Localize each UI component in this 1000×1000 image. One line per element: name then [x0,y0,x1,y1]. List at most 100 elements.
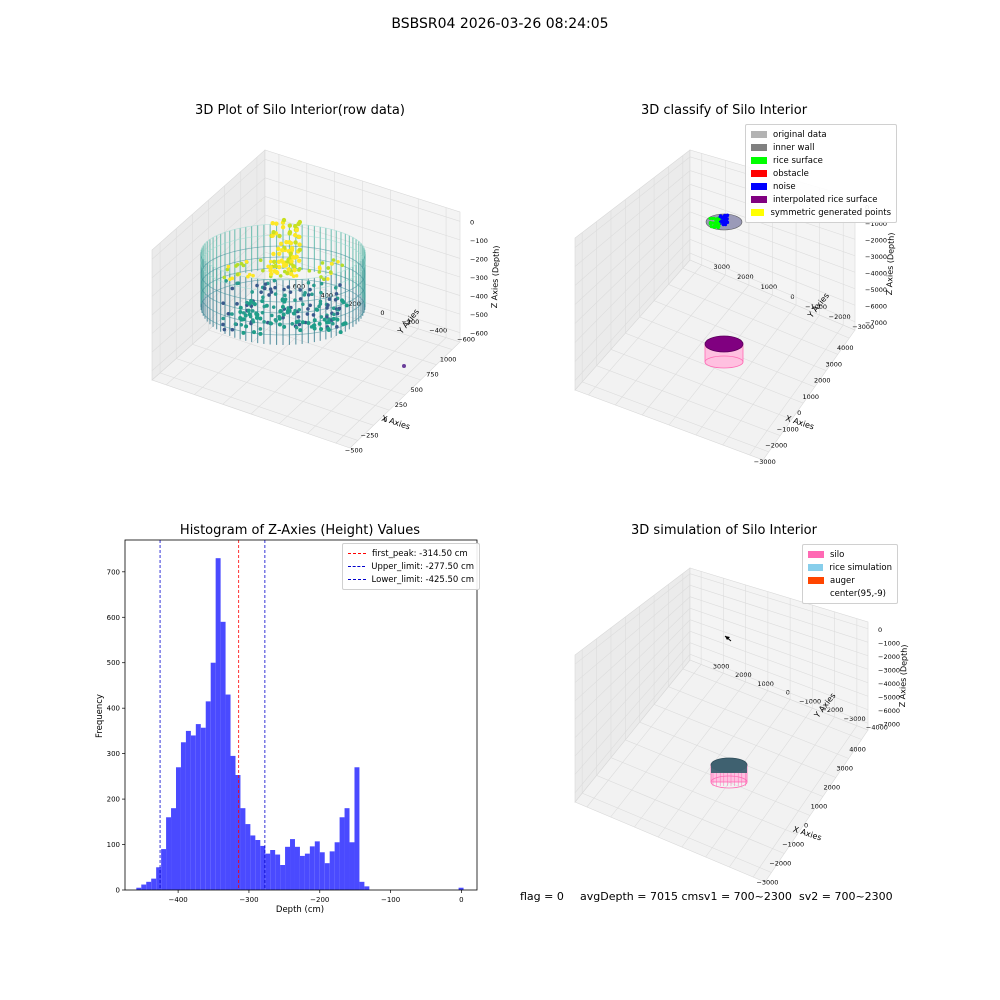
histogram-bar [225,694,231,890]
data-point [222,275,227,280]
status-avg-depth: avgDepth = 7015 cmsv1 = 700~2300 [580,890,792,903]
legend-line-sample [348,566,366,567]
y-tick-label: 0 [786,689,790,697]
legend-line-sample [348,579,366,580]
histogram-bar [200,727,206,890]
peak-point [276,246,281,251]
data-point [250,309,255,313]
peak-point [284,262,289,268]
data-point [230,327,235,332]
deep-point [277,322,282,327]
z-axis-label: Z Axies (Depth) [898,644,909,707]
histogram-bar [136,887,142,890]
legend-swatch [751,183,767,190]
histogram-bar [319,852,325,890]
data-point [331,321,335,326]
x-tick-label: −250 [361,431,379,439]
panel2-title: 3D classify of Silo Interior [640,103,808,118]
y-tick-label: 300 [107,750,120,758]
z-tick-label: −3000 [878,666,900,674]
legend-label: first_peak: -314.50 cm [372,548,468,559]
peak-point [280,224,286,230]
data-point [222,327,227,332]
x-tick-label: 2000 [814,377,831,385]
x-gridline [159,242,358,441]
data-point [325,306,329,310]
x-gridline [653,595,836,778]
z-gridline [574,596,869,702]
z-gridline [574,630,869,757]
data-point [263,282,268,286]
z-gridline [151,214,461,316]
silo-ring [200,234,366,292]
y-tick-label: 3000 [714,263,731,271]
data-point [319,275,323,279]
y-tick-label: −600 [457,336,475,344]
z-gridline [151,270,461,371]
deep-point [341,300,346,305]
data-point [306,280,311,285]
legend-swatch [751,196,767,203]
deep-point [243,313,248,318]
z-gridline [574,225,856,343]
data-point [235,281,239,286]
data-point [326,266,331,270]
data-point [297,308,302,312]
legend-item: rice simulation [808,561,892,574]
data-point [318,299,323,304]
silo-bottom [710,775,748,789]
data-point [230,312,234,316]
legend-swatch [808,564,824,571]
histogram-bar [265,853,271,890]
y-gridline [335,207,447,444]
histogram-bar [324,863,330,890]
legend-label: center(95,-9) [830,588,886,599]
data-point [336,259,340,264]
y-gridline [610,578,724,818]
peak-point [297,242,302,247]
noise-point [719,214,723,218]
data-point [262,286,267,290]
histogram-bar [285,846,291,890]
data-point [268,287,273,291]
noise-point [726,213,730,217]
legend-label: symmetric generated points [770,207,891,218]
peak-point [297,247,303,252]
deep-point [311,323,316,328]
x-tick-label: −300 [239,896,258,904]
noise-point [723,221,727,225]
data-point [269,290,274,294]
peak-point [292,267,297,273]
deep-point [268,321,273,326]
data-point [255,283,259,288]
legend-item: interpolated rice surface [751,193,891,206]
legend-swatch [751,170,767,177]
peak-point [294,254,299,260]
data-point [301,302,305,307]
data-point [298,288,302,292]
legend-label: noise [773,181,796,192]
auger-marker-head [725,636,730,640]
data-point [297,322,302,327]
x-tick-label: −400 [169,896,188,904]
histogram-bar [235,775,241,890]
y-tick-label: −2000 [829,313,851,321]
histogram-bar [151,878,157,890]
deep-point [260,299,265,304]
peak-point [281,260,286,265]
x-tick-label: −2000 [765,442,787,450]
deep-point [246,308,251,313]
histogram-bar [304,853,310,890]
y-gridline [165,154,280,386]
deep-point [331,316,336,321]
rice-surface-point [714,219,719,223]
z-gridline [574,642,869,775]
data-point [308,303,312,308]
z-tick-label: −6000 [865,302,887,310]
z-tick-label: −1000 [865,220,887,228]
y-tick-label: 0 [116,887,120,895]
deep-point [249,298,254,303]
legend-swatch [751,131,767,138]
data-point [233,322,238,326]
